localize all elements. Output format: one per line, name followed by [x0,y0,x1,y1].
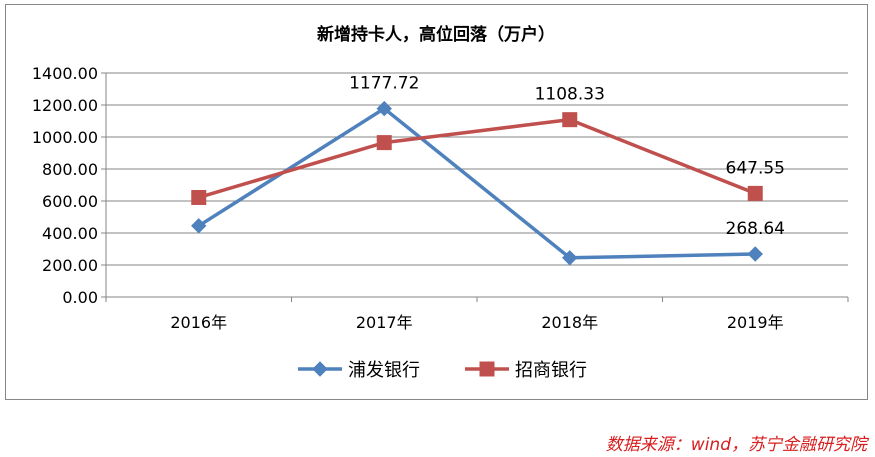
x-tick-label: 2018年 [541,313,598,332]
legend: 浦发银行 招商银行 [298,360,587,381]
data-point [191,189,207,205]
y-tick-label: 200.00 [42,256,98,275]
data-point [562,112,578,128]
x-tick-label: 2017年 [356,313,413,332]
chart-frame [5,4,868,400]
y-tick-label: 1400.00 [32,64,98,83]
y-tick-label: 400.00 [42,224,98,243]
data-label: 1108.33 [535,85,605,105]
y-tick-label: 1200.00 [32,96,98,115]
series-line-cmb [198,117,756,200]
data-point [376,100,392,117]
y-tick-label: 0.00 [62,288,98,307]
chart-title: 新增持卡人，高位回落（万户） [317,24,555,45]
legend-label: 招商银行 [515,360,587,381]
data-point [747,185,763,201]
x-tick-label: 2016年 [170,313,227,332]
data-point [562,250,578,266]
legend-marker [479,361,495,377]
legend-label: 浦发银行 [348,360,420,381]
data-label: 647.55 [726,158,785,178]
axes: 0.00 200.00 400.00 600.00 800.00 1000.00 1200.… [32,64,849,332]
y-tick-label: 800.00 [42,160,98,179]
data-label: 268.64 [726,219,785,239]
legend-marker [312,361,328,377]
legend-item: 浦发银行 [298,360,420,381]
y-tick-label: 600.00 [42,192,98,211]
series-line-spdb [197,106,756,260]
x-tick-label: 2019年 [727,313,784,332]
data-labels: 1177.72 268.64 1108.33 647.55 [349,74,785,239]
data-point [191,218,207,234]
source-note: 数据来源：wind，苏宁金融研究院 [605,435,867,455]
y-tick-label: 1000.00 [32,128,98,147]
data-point [376,135,392,151]
legend-item: 招商银行 [465,360,587,381]
series-layer [191,100,763,266]
data-point [747,246,763,262]
data-label: 1177.72 [349,74,419,94]
